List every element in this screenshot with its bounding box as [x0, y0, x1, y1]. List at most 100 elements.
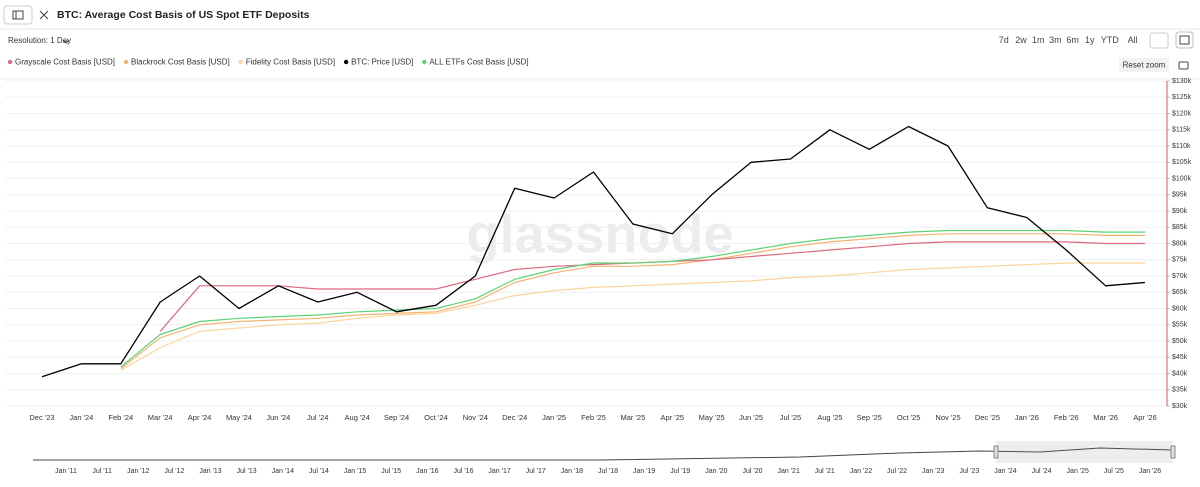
- legend-marker: [7, 59, 13, 65]
- x-tick-label: Jan '26: [1015, 413, 1039, 422]
- x-tick-label: Oct '25: [897, 413, 921, 422]
- x-tick-label: Jan '25: [542, 413, 566, 422]
- navigator-line: [33, 447, 1174, 461]
- legend-label[interactable]: Blackrock Cost Basis [USD]: [131, 58, 230, 67]
- y-tick-label: $120k: [1172, 110, 1192, 117]
- x-tick-label: Sep '25: [857, 413, 882, 422]
- range-button[interactable]: 1y: [1085, 35, 1095, 45]
- navigator-label: Jul '17: [526, 468, 546, 475]
- y-tick-label: $35k: [1172, 387, 1188, 394]
- navigator-label: Jan '21: [777, 468, 799, 475]
- y-tick-label: $115k: [1172, 127, 1191, 134]
- navigator-selection[interactable]: [996, 441, 1173, 463]
- x-tick-label: Mar '24: [148, 413, 173, 422]
- x-tick-label: Jan '24: [69, 413, 93, 422]
- x-tick-label: May '25: [699, 413, 725, 422]
- y-tick-label: $40k: [1172, 370, 1188, 377]
- x-tick-label: Mar '26: [1093, 413, 1118, 422]
- y-tick-label: $105k: [1172, 159, 1192, 166]
- navigator-label: Jul '20: [743, 468, 763, 475]
- legend-label[interactable]: BTC: Price [USD]: [351, 58, 413, 67]
- navigator-label: Jul '22: [887, 468, 907, 475]
- navigator-label: Jul '15: [381, 468, 401, 475]
- legend-marker: [422, 59, 427, 65]
- range-button[interactable]: 2w: [1015, 35, 1027, 45]
- expand-icon[interactable]: [39, 10, 49, 20]
- calendar-icon: [1179, 35, 1190, 45]
- y-tick-label: $60k: [1172, 305, 1188, 312]
- y-tick-label: $45k: [1172, 354, 1188, 361]
- x-tick-label: Oct '24: [424, 413, 448, 422]
- y-tick-label: $95k: [1172, 192, 1188, 199]
- x-tick-label: Feb '26: [1054, 413, 1079, 422]
- x-tick-label: Feb '24: [108, 413, 133, 422]
- range-button[interactable]: YTD: [1101, 35, 1120, 45]
- x-tick-label: May '24: [226, 413, 252, 422]
- y-tick-label: $55k: [1172, 322, 1188, 329]
- reset-zoom-label[interactable]: Reset zoom: [1123, 61, 1166, 70]
- navigator-handle[interactable]: [1170, 445, 1176, 459]
- x-tick-label: Sep '24: [384, 413, 409, 422]
- navigator-label: Jan '25: [1067, 468, 1089, 475]
- navigator-label: Jan '16: [416, 468, 438, 475]
- legend-label[interactable]: Fidelity Cost Basis [USD]: [246, 58, 335, 67]
- y-tick-label: $65k: [1172, 289, 1188, 296]
- navigator-label: Jul '18: [598, 468, 618, 475]
- series-line: [41, 125, 1146, 378]
- reset-zoom-button[interactable]: [1119, 58, 1169, 72]
- sidebar-button[interactable]: [3, 5, 33, 25]
- x-tick-label: Dec '23: [29, 413, 54, 422]
- x-tick-label: Jun '24: [266, 413, 290, 422]
- y-tick-label: $30k: [1172, 403, 1188, 410]
- navigator-label: Jan '13: [199, 468, 221, 475]
- navigator-label: Jan '15: [344, 468, 366, 475]
- legend-marker: [123, 59, 129, 65]
- navigator-label: Jul '12: [164, 468, 184, 475]
- x-tick-label: Dec '24: [502, 413, 527, 422]
- range-button[interactable]: 7d: [999, 35, 1009, 45]
- navigator-label: Jan '12: [127, 468, 149, 475]
- navigator-handle[interactable]: [993, 445, 999, 459]
- series-line: [120, 262, 1145, 371]
- x-tick-label: Dec '25: [975, 413, 1000, 422]
- x-tick-label: Apr '26: [1133, 413, 1157, 422]
- camera-button[interactable]: [1176, 58, 1192, 72]
- y-tick-label: $110k: [1172, 143, 1191, 150]
- navigator-label: Jan '20: [705, 468, 727, 475]
- navigator-label: Jan '26: [1139, 468, 1161, 475]
- navigator-label: Jul '19: [670, 468, 690, 475]
- x-tick-label: Apr '24: [188, 413, 212, 422]
- legend-marker: [343, 59, 349, 65]
- watermark: glassnode: [466, 204, 733, 264]
- y-tick-label: $85k: [1172, 224, 1188, 231]
- y-tick-label: $100k: [1172, 175, 1192, 182]
- x-tick-label: Jul '25: [780, 413, 801, 422]
- x-tick-label: Aug '25: [817, 413, 842, 422]
- y-tick-label: $50k: [1172, 338, 1188, 345]
- x-tick-label: Feb '25: [581, 413, 606, 422]
- legend-marker: [238, 59, 243, 65]
- legend-label[interactable]: Grayscale Cost Basis [USD]: [15, 58, 115, 67]
- resolution-select[interactable]: Resolution: 1 Day: [8, 36, 71, 45]
- range-button[interactable]: All: [1128, 35, 1138, 45]
- range-button[interactable]: 1m: [1032, 35, 1045, 45]
- navigator-label: Jan '18: [561, 468, 583, 475]
- zoom-select-button[interactable]: [1149, 32, 1169, 49]
- navigator-label: Jul '13: [237, 468, 257, 475]
- y-tick-label: $70k: [1172, 273, 1188, 280]
- navigator-label: Jul '24: [1032, 468, 1052, 475]
- range-button[interactable]: 3m: [1049, 35, 1062, 45]
- x-tick-label: Jul '24: [307, 413, 328, 422]
- navigator-label: Jul '16: [453, 468, 473, 475]
- range-button[interactable]: 6m: [1066, 35, 1079, 45]
- calendar-button[interactable]: [1175, 31, 1194, 49]
- legend-label[interactable]: ALL ETFs Cost Basis [USD]: [429, 58, 528, 67]
- x-tick-label: Nov '25: [935, 413, 960, 422]
- x-tick-label: Jun '25: [739, 413, 763, 422]
- series-line: [120, 229, 1145, 368]
- navigator-label: Jul '14: [309, 468, 329, 475]
- navigator-label: Jul '21: [815, 468, 835, 475]
- x-tick-label: Mar '25: [621, 413, 646, 422]
- navigator-label: Jan '24: [994, 468, 1016, 475]
